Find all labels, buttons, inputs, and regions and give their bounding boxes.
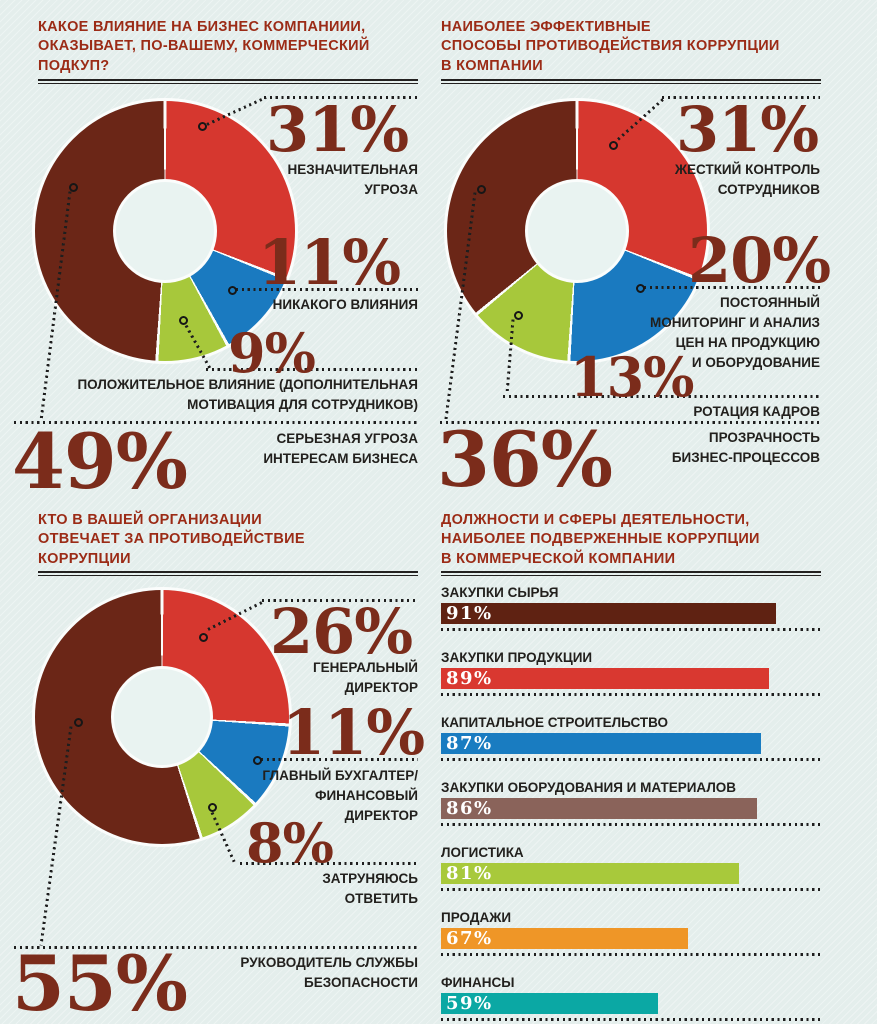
callout-marker-brown (74, 718, 83, 727)
bar-value-label: 59% (446, 993, 493, 1014)
callout-pct: 13% (570, 345, 694, 409)
dotted-line (440, 421, 820, 424)
bar-row: 86% (441, 798, 809, 819)
callout-pct: 31% (676, 93, 819, 166)
dotted-line (662, 96, 820, 99)
bar-category-label: КАПИТАЛЬНОЕ СТРОИТЕЛЬСТВО (441, 715, 669, 730)
dotted-line (441, 1018, 820, 1021)
dotted-line (644, 286, 820, 289)
bar-value-label: 86% (446, 798, 493, 819)
callout-marker-red (198, 122, 207, 131)
callout-label: ПОСТОЯННЫЙ МОНИТОРИНГ И АНАЛИЗ ЦЕН НА ПР… (650, 295, 820, 370)
bar-row: 81% (441, 863, 809, 884)
dotted-line (441, 823, 820, 826)
bar-value-label: 81% (446, 863, 493, 884)
callout-pct: 36% (437, 415, 613, 504)
donut-hole (527, 181, 627, 281)
bar-category-label: ЗАКУПКИ ПРОДУКЦИИ (441, 650, 593, 665)
callout-pct: 49% (12, 417, 188, 506)
dotted-line (262, 599, 418, 602)
dotted-line (441, 628, 820, 631)
bar-value-label: 91% (446, 603, 493, 624)
callout-label: ЖЕСТКИЙ КОНТРОЛЬ СОТРУДНИКОВ (674, 162, 820, 197)
donut-chart-responsible (35, 590, 289, 844)
bar-row: 67% (441, 928, 809, 949)
donut-hole (113, 668, 211, 766)
donut-hole (115, 181, 215, 281)
dotted-line (441, 953, 820, 956)
callout-marker-green (514, 311, 523, 320)
title-rule (441, 571, 821, 576)
bar-category-label: ПРОДАЖИ (441, 910, 512, 925)
bar-category-label: ЛОГИСТИКА (441, 845, 524, 860)
bar-equipment-materials: 86% (441, 798, 758, 819)
bar-category-label: ФИНАНСЫ (441, 975, 515, 990)
callout-pct: 31% (266, 93, 409, 166)
callout-marker-brown (477, 185, 486, 194)
donut-chart-influence (35, 101, 295, 361)
callout-label: НЕЗНАЧИТЕЛЬНАЯ УГРОЗА (287, 162, 419, 197)
callout-pct: 9% (228, 321, 316, 385)
dotted-line (261, 758, 418, 761)
callout-marker-green (208, 803, 217, 812)
dotted-line (441, 888, 820, 891)
callout-label: РОТАЦИЯ КАДРОВ (693, 404, 820, 419)
bar-category-label: ЗАКУПКИ ОБОРУДОВАНИЯ И МАТЕРИАЛОВ (441, 780, 737, 795)
bar-sales: 67% (441, 928, 688, 949)
callout-pct: 26% (270, 595, 413, 668)
callout-marker-blue (253, 756, 262, 765)
section-title-influence: КАКОЕ ВЛИЯНИЕ НА БИЗНЕС КОМПАНИИИ, ОКАЗЫ… (38, 19, 370, 74)
bar-value-label: 67% (446, 928, 493, 949)
bar-row: 91% (441, 603, 809, 624)
callout-pct: 11% (282, 696, 425, 769)
bar-category-label: ЗАКУПКИ СЫРЬЯ (441, 585, 559, 600)
callout-label: СЕРЬЕЗНАЯ УГРОЗА ИНТЕРЕСАМ БИЗНЕСА (263, 431, 418, 466)
bar-procurement-raw: 91% (441, 603, 776, 624)
bar-procurement-products: 89% (441, 668, 769, 689)
dotted-line (14, 421, 418, 424)
callout-label: ПОЛОЖИТЕЛЬНОЕ ВЛИЯНИЕ (ДОПОЛНИТЕЛЬНАЯ МО… (77, 377, 418, 412)
bar-finance: 59% (441, 993, 659, 1014)
bar-capital-construction: 87% (441, 733, 762, 754)
bar-logistics: 81% (441, 863, 740, 884)
bar-row: 89% (441, 668, 809, 689)
callout-label: ПРОЗРАЧНОСТЬ БИЗНЕС-ПРОЦЕССОВ (671, 430, 820, 465)
dotted-line (14, 946, 418, 949)
callout-marker-red (609, 141, 618, 150)
bar-value-label: 87% (446, 733, 493, 754)
callout-pct: 11% (258, 226, 401, 299)
callout-marker-blue (228, 286, 237, 295)
donut-chart-methods (447, 101, 707, 361)
callout-label: РУКОВОДИТЕЛЬ СЛУЖБЫ БЕЗОПАСНОСТИ (240, 955, 418, 990)
callout-label: ГЕНЕРАЛЬНЫЙ ДИРЕКТОР (313, 660, 418, 695)
callout-pct: 8% (246, 811, 334, 875)
callout-marker-green (179, 316, 188, 325)
section-title-areas: ДОЛЖНОСТИ И СФЕРЫ ДЕЯТЕЛЬНОСТИ, НАИБОЛЕЕ… (441, 512, 760, 567)
title-rule (38, 571, 418, 576)
callout-marker-red (199, 633, 208, 642)
callout-label: ГЛАВНЫЙ БУХГАЛТЕР/ ФИНАНСОВЫЙ ДИРЕКТОР (262, 768, 418, 823)
dotted-line (206, 368, 418, 371)
callout-marker-blue (636, 284, 645, 293)
dotted-line (240, 862, 418, 865)
title-rule (441, 79, 821, 84)
section-title-methods: НАИБОЛЕЕ ЭФФЕКТИВНЫЕ СПОСОБЫ ПРОТИВОДЕЙС… (441, 19, 780, 74)
dotted-line (441, 693, 820, 696)
dotted-line (264, 96, 418, 99)
dotted-line (236, 288, 418, 291)
title-rule (38, 79, 418, 84)
callout-label: НИКАКОГО ВЛИЯНИЯ (272, 297, 418, 312)
callout-marker-brown (69, 183, 78, 192)
bar-row: 87% (441, 733, 809, 754)
callout-pct: 20% (688, 224, 831, 297)
dotted-line (503, 395, 820, 398)
bar-row: 59% (441, 993, 809, 1014)
callout-label: ЗАТРУНЯЮСЬ ОТВЕТИТЬ (322, 871, 418, 906)
bar-value-label: 89% (446, 668, 493, 689)
callout-pct: 55% (12, 939, 188, 1024)
dotted-line (441, 758, 820, 761)
section-title-responsible: КТО В ВАШЕЙ ОРГАНИЗАЦИИ ОТВЕЧАЕТ ЗА ПРОТ… (38, 512, 305, 567)
